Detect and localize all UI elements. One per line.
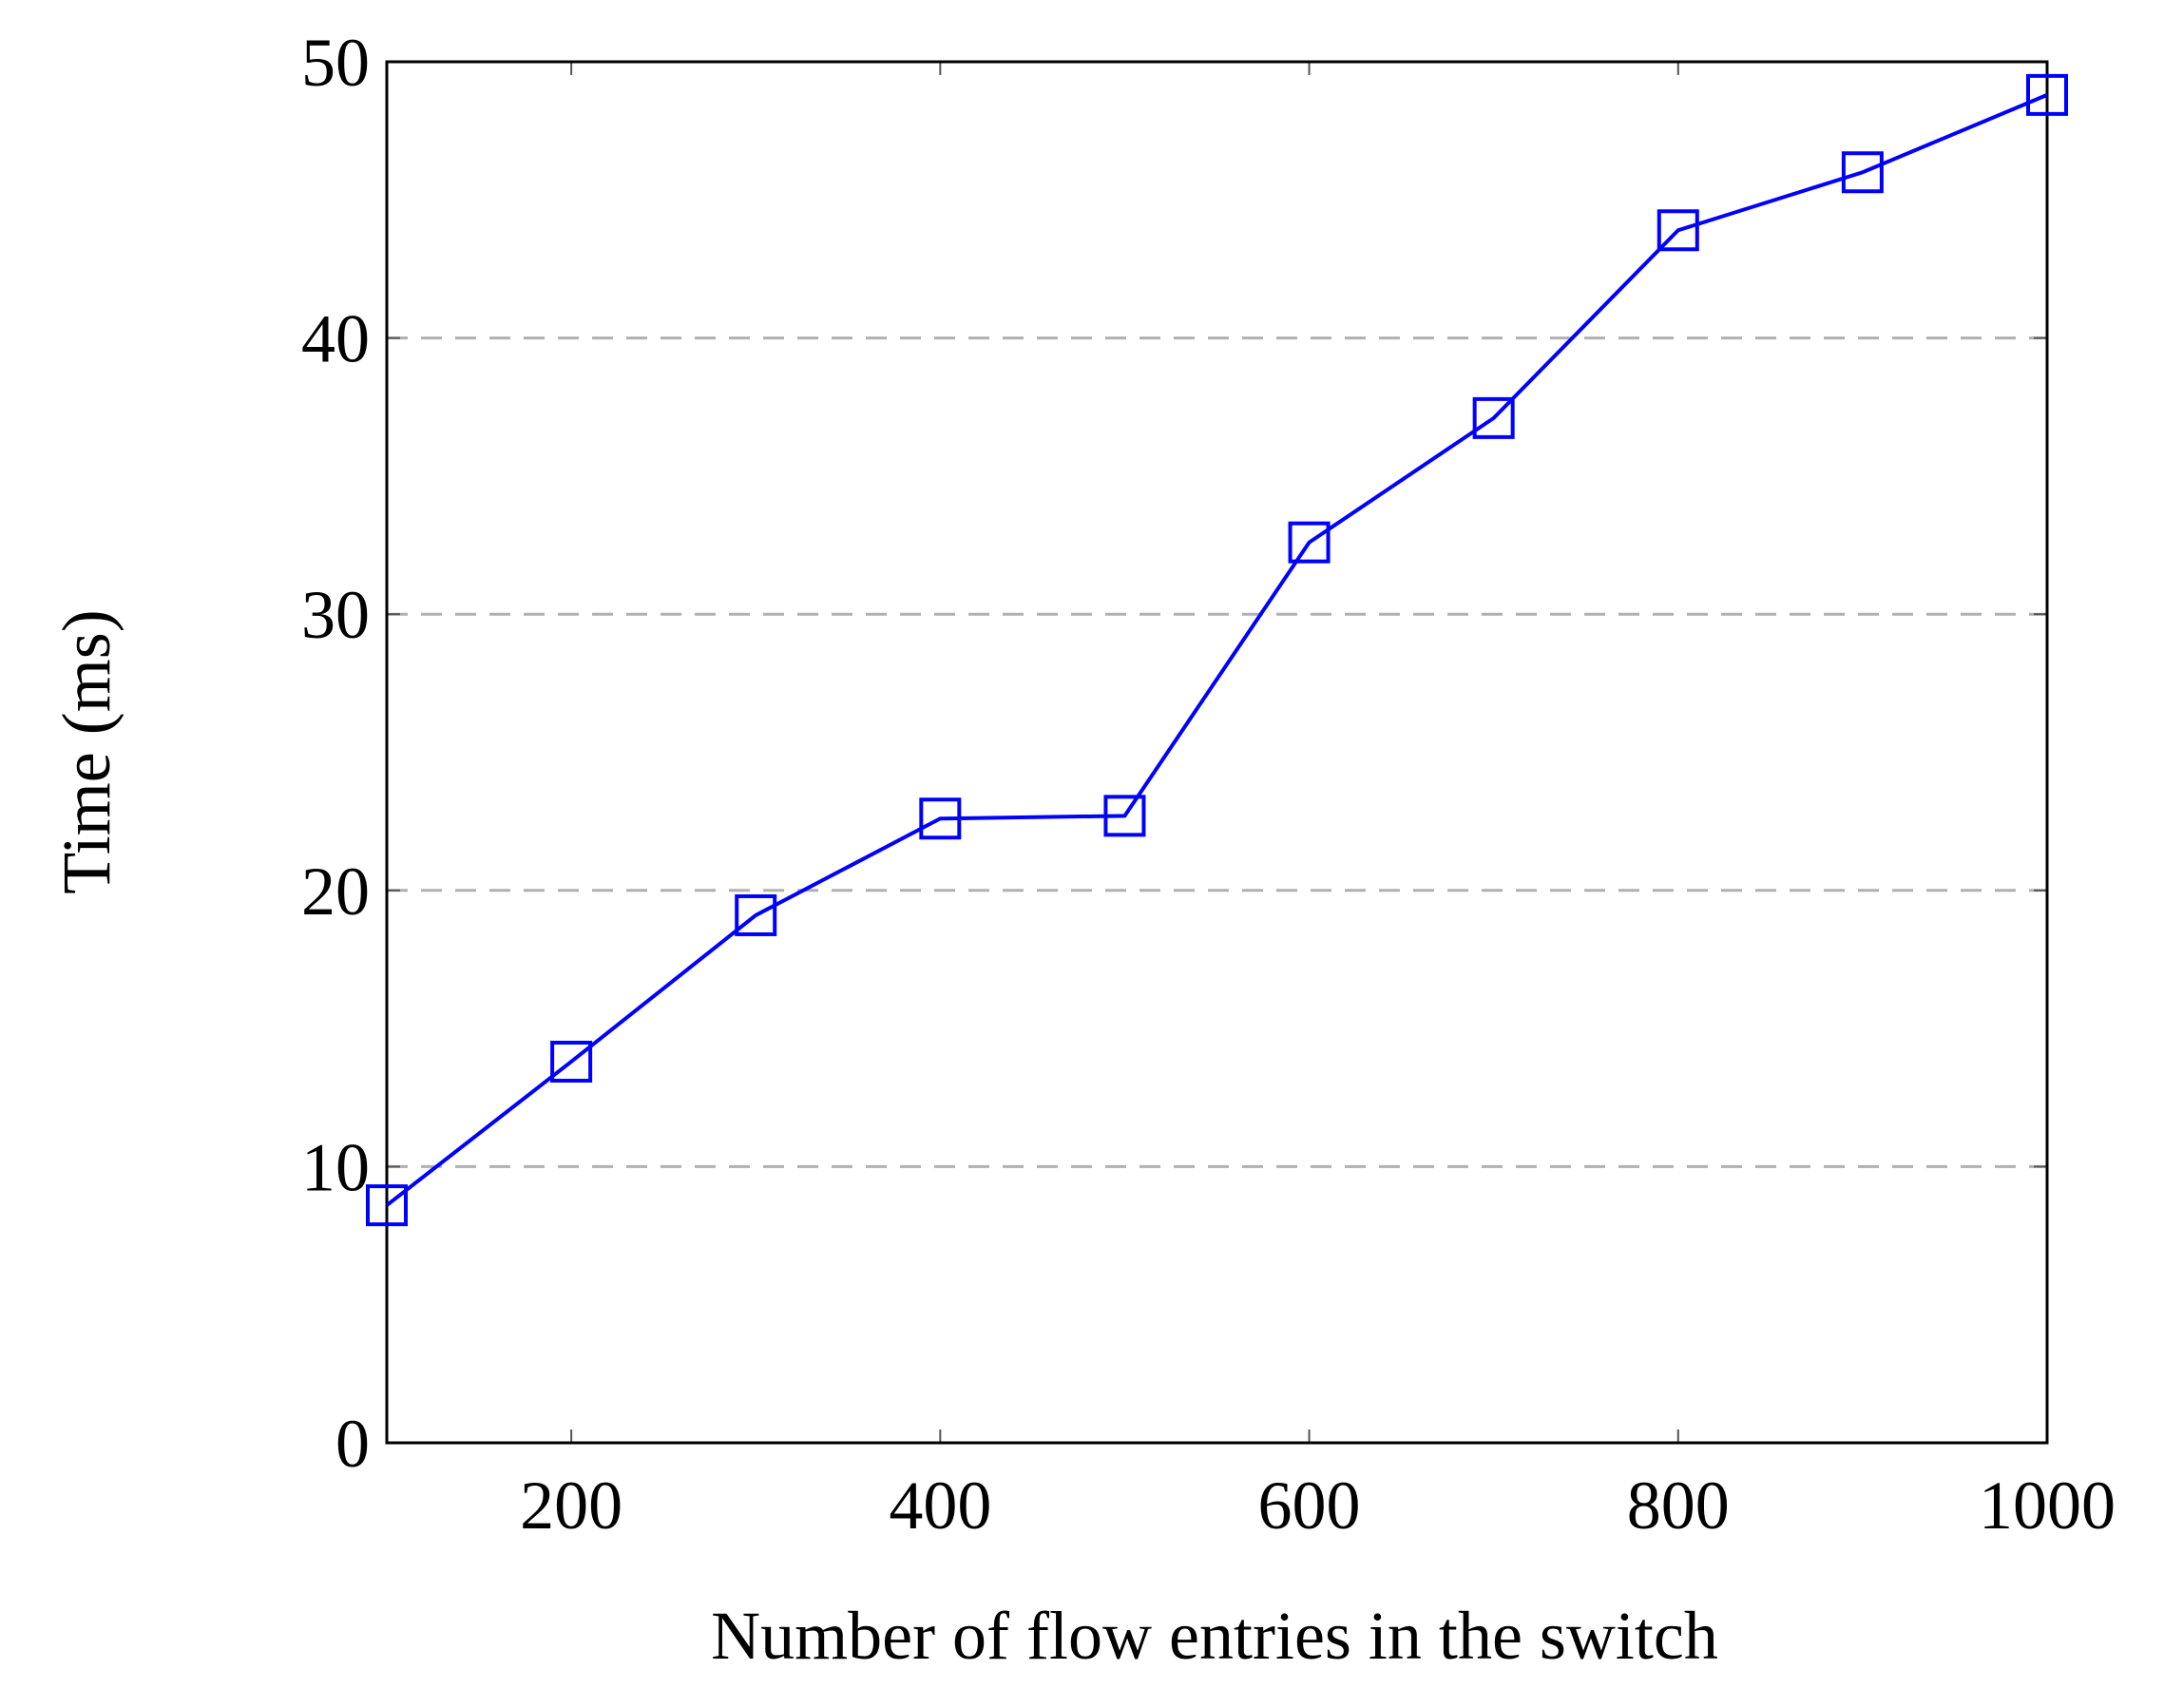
y-tick-label: 10 xyxy=(301,1129,370,1205)
data-marker xyxy=(919,797,962,840)
x-tick-label: 800 xyxy=(1627,1468,1730,1544)
data-marker xyxy=(366,1184,408,1227)
data-marker xyxy=(1657,209,1699,252)
x-axis-label: Number of flow entries in the switch xyxy=(711,1598,1718,1674)
x-tick-label: 1000 xyxy=(1979,1468,2116,1544)
y-tick-label: 30 xyxy=(301,577,370,653)
x-tick-label: 600 xyxy=(1258,1468,1361,1544)
data-marker xyxy=(1288,521,1331,564)
y-axis-label: Time (ms) xyxy=(48,609,124,893)
y-tick-label: 20 xyxy=(301,854,370,930)
data-marker xyxy=(1103,795,1146,837)
x-tick-label: 400 xyxy=(889,1468,991,1544)
data-marker xyxy=(1841,151,1884,194)
plot-frame xyxy=(385,60,2049,1445)
y-tick-label: 40 xyxy=(301,301,370,377)
data-marker xyxy=(735,893,777,936)
data-marker xyxy=(1472,396,1515,439)
data-line xyxy=(385,93,2048,1207)
data-marker xyxy=(2026,73,2068,116)
data-marker xyxy=(550,1040,593,1083)
x-tick-label: 200 xyxy=(520,1468,622,1544)
y-tick-label: 0 xyxy=(335,1406,370,1482)
y-tick-label: 50 xyxy=(301,25,370,101)
